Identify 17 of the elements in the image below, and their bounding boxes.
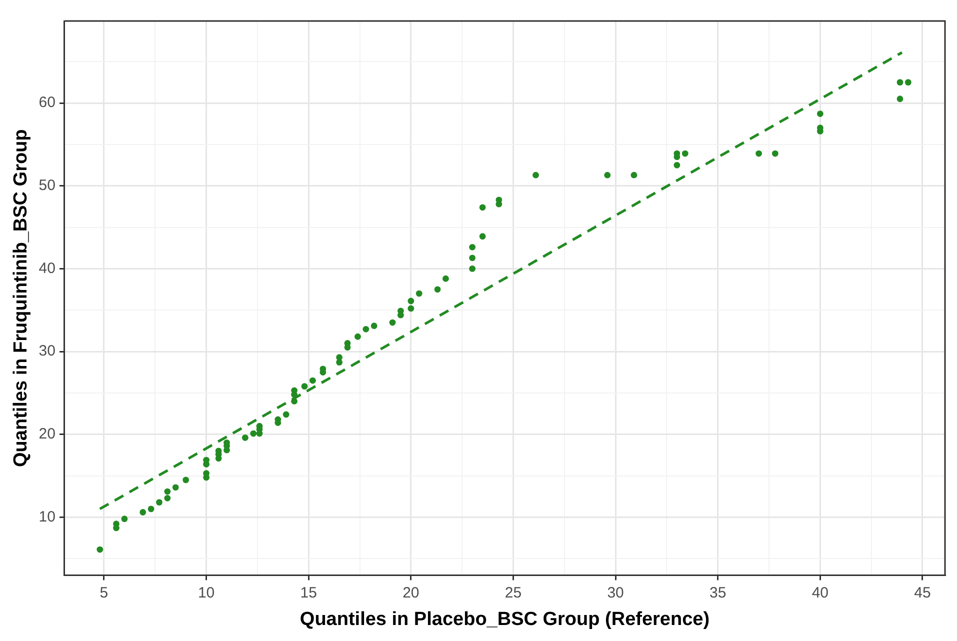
y-axis-title: Quantiles in Fruquintinib_BSC Group xyxy=(10,129,32,467)
x-tick-label: 5 xyxy=(100,584,108,602)
x-tick-label: 35 xyxy=(710,584,726,602)
y-tick-label: 10 xyxy=(38,508,56,526)
x-tick-label: 30 xyxy=(607,584,624,602)
y-tick-label: 30 xyxy=(38,342,56,360)
y-tick-label: 20 xyxy=(38,426,56,443)
y-tick-label: 50 xyxy=(38,176,56,194)
y-tick-label: 40 xyxy=(38,260,56,277)
x-tick-label: 15 xyxy=(300,584,317,602)
x-tick-label: 25 xyxy=(504,584,522,602)
x-tick-label: 20 xyxy=(402,584,420,602)
y-tick-label: 60 xyxy=(38,94,56,112)
x-tick-label: 10 xyxy=(198,584,215,602)
x-tick-label: 45 xyxy=(914,584,931,602)
x-tick-label: 40 xyxy=(812,584,829,602)
x-axis-title: Quantiles in Placebo_BSC Group (Reference) xyxy=(300,608,710,630)
